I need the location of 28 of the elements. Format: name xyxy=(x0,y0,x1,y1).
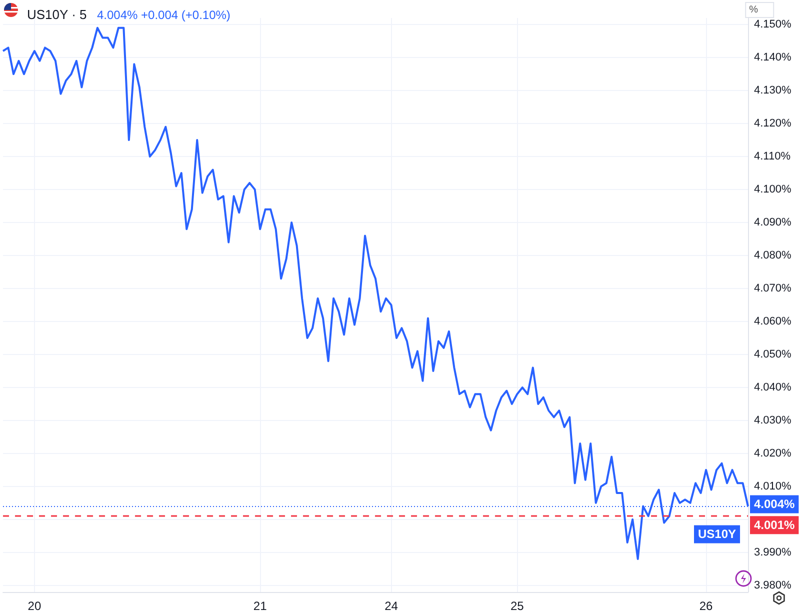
chart-subtitle: 4.004% +0.004 (+0.10%) xyxy=(97,8,230,22)
y-tick-label: 4.110% xyxy=(754,150,791,163)
y-tick-label: 4.120% xyxy=(754,118,792,130)
y-tick-label: 3.980% xyxy=(754,579,792,592)
chart-title: US10Y · 5 xyxy=(27,7,87,22)
y-tick-label: 4.020% xyxy=(754,447,792,460)
ref-line-label: 4.001% xyxy=(754,518,796,532)
y-tick-label: 4.130% xyxy=(754,84,792,97)
text: US10Y xyxy=(698,527,736,542)
y-tick-label: 4.040% xyxy=(754,381,792,394)
y-tick-label: 4.100% xyxy=(754,184,792,196)
ref-line-label: 4.004% xyxy=(754,497,796,512)
y-tick-label: 4.140% xyxy=(754,52,792,64)
x-tick-label: 24 xyxy=(384,599,398,613)
x-tick-label: 20 xyxy=(28,599,42,613)
x-tick-label: 21 xyxy=(253,599,268,613)
y-tick-label: 4.010% xyxy=(754,480,792,492)
y-axis-title: % xyxy=(749,4,758,16)
y-tick-label: 4.030% xyxy=(754,414,792,426)
y-tick-label: 4.070% xyxy=(754,282,792,295)
y-tick-label: 3.990% xyxy=(754,546,792,558)
x-tick-label: 26 xyxy=(699,599,714,613)
y-tick-label: 4.150% xyxy=(754,18,792,31)
y-tick-label: 4.080% xyxy=(754,250,792,262)
y-tick-label: 4.060% xyxy=(754,315,792,328)
y-tick-label: 4.090% xyxy=(754,216,792,229)
y-tick-label: 4.050% xyxy=(754,348,792,360)
x-tick-label: 25 xyxy=(510,599,524,613)
